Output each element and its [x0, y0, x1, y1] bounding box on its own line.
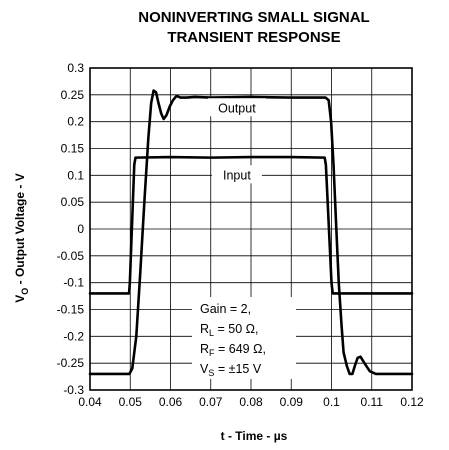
- x-tick-label: 0.06: [159, 395, 183, 409]
- x-tick-label: 0.07: [199, 395, 223, 409]
- x-tick-labels: 0.04 0.05 0.06 0.07 0.08 0.09 0.1 0.11 0.12: [78, 395, 424, 409]
- y-tick-labels: 0.3 0.25 0.2 0.15 0.1 0.05 0 -0.05 -0.1 -0.15 -0.2…: [57, 61, 85, 397]
- y-tick-label: -0.3: [63, 383, 84, 397]
- series-label-input: Input: [223, 168, 251, 182]
- series-label-bg: [207, 98, 266, 117]
- y-axis-title: VO - Output Voltage - V: [13, 173, 30, 302]
- x-axis-title: t - Time - µs: [221, 429, 288, 443]
- chart-title-line-1: NONINVERTING SMALL SIGNAL: [138, 9, 369, 26]
- y-tick-label: -0.1: [63, 276, 84, 290]
- x-tick-label: 0.09: [280, 395, 304, 409]
- conditions-note: Gain = 2, RL = 50 Ω, RF = 649 Ω, VS = ±1…: [192, 297, 296, 379]
- x-tick-label: 0.11: [361, 395, 384, 409]
- y-tick-label: 0.3: [67, 61, 84, 75]
- x-tick-label: 0.12: [400, 395, 424, 409]
- y-tick-label: 0: [77, 222, 84, 236]
- x-tick-label: 0.04: [78, 395, 102, 409]
- y-tick-label: 0.05: [61, 195, 85, 209]
- y-tick-label: 0.1: [67, 168, 84, 182]
- x-tick-label: 0.08: [239, 395, 263, 409]
- note-rl: RL = 50 Ω,: [200, 322, 259, 338]
- series-output-line: [88, 89, 414, 376]
- y-tick-label: -0.2: [63, 329, 84, 343]
- series-input-line: [88, 155, 414, 295]
- series: [88, 89, 414, 376]
- x-tick-label: 0.1: [323, 395, 340, 409]
- note-rf: RF = 649 Ω,: [200, 342, 266, 358]
- series-labels: Output Input: [207, 98, 266, 184]
- note-gain: Gain = 2,: [200, 302, 251, 316]
- y-tick-label: -0.05: [57, 249, 85, 263]
- y-tick-label: 0.2: [67, 115, 84, 129]
- x-tick-label: 0.05: [119, 395, 143, 409]
- y-tick-label: 0.15: [61, 142, 85, 156]
- plot-frame: [89, 67, 413, 391]
- y-tick-label: -0.25: [57, 356, 85, 370]
- series-label-bg: [211, 165, 262, 184]
- chart-title-line-2: TRANSIENT RESPONSE: [167, 29, 340, 46]
- note-vs: VS = ±15 V: [200, 362, 262, 378]
- series-label-output: Output: [218, 101, 256, 115]
- y-tick-label: 0.25: [61, 88, 85, 102]
- y-tick-label: -0.15: [57, 303, 85, 317]
